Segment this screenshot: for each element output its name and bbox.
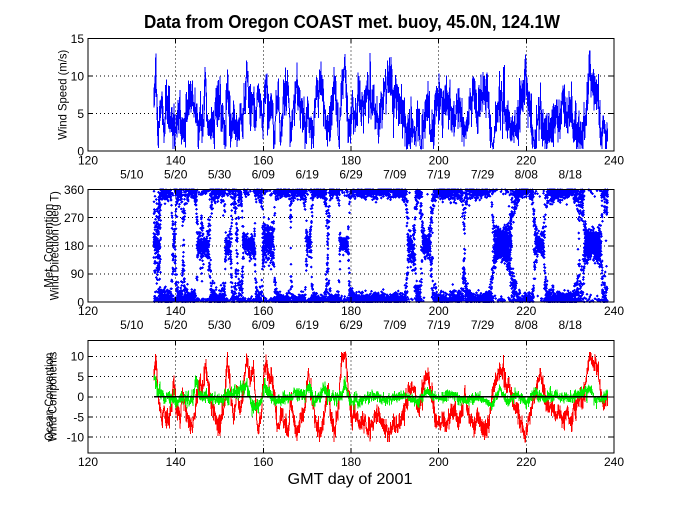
svg-text:180: 180: [341, 455, 361, 469]
svg-text:140: 140: [166, 154, 186, 168]
svg-text:0: 0: [77, 144, 84, 158]
svg-text:8/18: 8/18: [559, 318, 583, 332]
svg-text:6/29: 6/29: [339, 318, 363, 332]
svg-text:180: 180: [64, 239, 84, 253]
svg-text:Wind Speed (m/s): Wind Speed (m/s): [56, 50, 70, 140]
svg-text:6/19: 6/19: [296, 168, 320, 182]
svg-text:90: 90: [71, 267, 85, 281]
svg-text:10: 10: [71, 350, 85, 364]
svg-text:7/29: 7/29: [471, 168, 495, 182]
svg-text:5/10: 5/10: [120, 168, 144, 182]
svg-text:Wind Components: Wind Components: [46, 352, 60, 442]
svg-text:140: 140: [166, 455, 186, 469]
svg-text:Wind Direction (deg T): Wind Direction (deg T): [48, 191, 62, 300]
svg-text:240: 240: [604, 304, 624, 318]
svg-text:8/08: 8/08: [515, 318, 539, 332]
svg-text:-10: -10: [67, 431, 85, 445]
svg-text:-5: -5: [73, 410, 84, 424]
svg-text:5/20: 5/20: [164, 318, 188, 332]
svg-text:200: 200: [429, 304, 449, 318]
svg-text:7/09: 7/09: [383, 318, 407, 332]
svg-text:220: 220: [516, 455, 536, 469]
svg-text:Met. Convention: Met. Convention: [42, 204, 56, 288]
svg-text:200: 200: [429, 455, 449, 469]
svg-text:15: 15: [71, 32, 85, 46]
svg-text:180: 180: [341, 154, 361, 168]
svg-text:120: 120: [78, 154, 98, 168]
svg-text:220: 220: [516, 304, 536, 318]
svg-text:5: 5: [77, 107, 84, 121]
svg-text:7/09: 7/09: [383, 168, 407, 182]
svg-text:6/09: 6/09: [252, 318, 276, 332]
svg-text:160: 160: [253, 304, 273, 318]
svg-text:360: 360: [64, 183, 84, 197]
svg-text:120: 120: [78, 455, 98, 469]
svg-text:200: 200: [429, 154, 449, 168]
svg-text:6/09: 6/09: [252, 168, 276, 182]
svg-text:240: 240: [604, 455, 624, 469]
svg-text:0: 0: [77, 390, 84, 404]
svg-text:10: 10: [71, 69, 85, 83]
svg-text:160: 160: [253, 154, 273, 168]
svg-text:5/20: 5/20: [164, 168, 188, 182]
svg-text:5: 5: [77, 370, 84, 384]
svg-text:120: 120: [78, 304, 98, 318]
svg-text:240: 240: [604, 154, 624, 168]
svg-text:8/18: 8/18: [559, 168, 583, 182]
svg-text:7/19: 7/19: [427, 318, 451, 332]
svg-text:6/29: 6/29: [339, 168, 363, 182]
svg-text:180: 180: [341, 304, 361, 318]
svg-text:8/08: 8/08: [515, 168, 539, 182]
svg-text:5/10: 5/10: [120, 318, 144, 332]
svg-text:Ocean Convention: Ocean Convention: [42, 353, 56, 441]
svg-text:6/19: 6/19: [296, 318, 320, 332]
svg-text:Data from Oregon COAST met. bu: Data from Oregon COAST met. buoy, 45.0N,…: [144, 11, 560, 32]
svg-text:270: 270: [64, 211, 84, 225]
svg-text:5/30: 5/30: [208, 168, 232, 182]
svg-text:0: 0: [77, 295, 84, 309]
svg-text:7/19: 7/19: [427, 168, 451, 182]
svg-text:7/29: 7/29: [471, 318, 495, 332]
svg-text:5/30: 5/30: [208, 318, 232, 332]
svg-text:140: 140: [166, 304, 186, 318]
svg-text:160: 160: [253, 455, 273, 469]
svg-text:GMT day of 2001: GMT day of 2001: [288, 471, 413, 488]
svg-text:220: 220: [516, 154, 536, 168]
